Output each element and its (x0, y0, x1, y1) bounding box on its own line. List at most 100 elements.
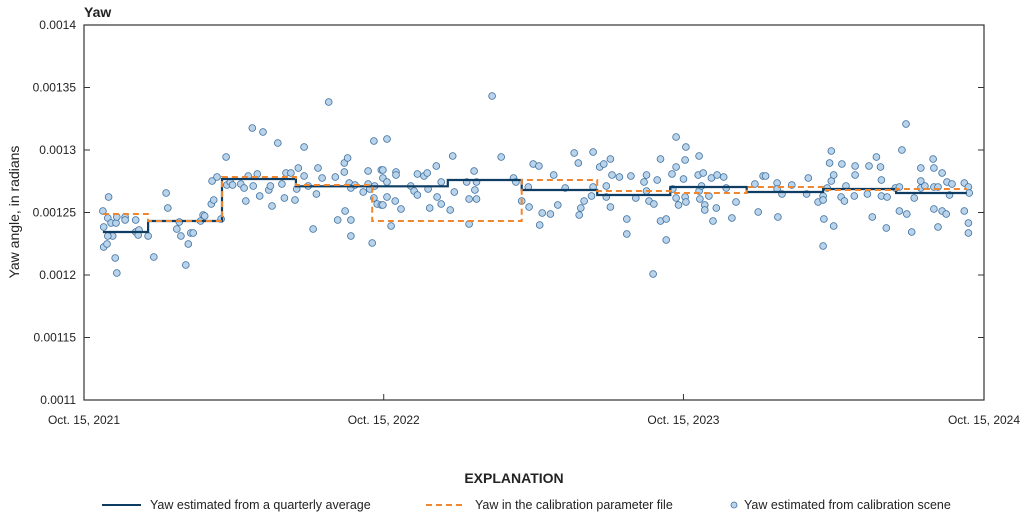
scene-point (622, 230, 631, 238)
scene-point (820, 215, 828, 223)
scene-point (300, 172, 308, 180)
scene-point (294, 164, 303, 172)
scene-point (184, 240, 193, 248)
scene-point (383, 193, 391, 201)
y-tick-label: 0.00135 (33, 81, 77, 95)
scene-point (574, 159, 583, 167)
scene-point (343, 154, 352, 162)
scene-point (938, 169, 946, 177)
step-lines (102, 176, 967, 234)
scene-point (668, 170, 676, 178)
scene-point (587, 192, 596, 200)
scene-point (437, 178, 446, 186)
scene-point (314, 164, 322, 172)
scene-point (898, 146, 906, 154)
scene-point (902, 210, 911, 218)
scene-point (242, 197, 250, 205)
y-tick-label: 0.0011 (40, 393, 76, 407)
scene-point (497, 153, 506, 161)
scene-point (681, 156, 689, 164)
x-tick-label: Oct. 15, 2023 (647, 413, 719, 427)
scene-point (309, 225, 317, 233)
scene-point (259, 128, 267, 136)
scene-point (228, 181, 237, 189)
scene-point (851, 171, 859, 179)
scene-point (189, 229, 198, 237)
scene-point (425, 204, 434, 212)
scene-point (397, 205, 405, 213)
scene-point (177, 232, 185, 240)
scene-point (413, 170, 422, 178)
scene-point (347, 232, 355, 240)
scene-point (882, 224, 891, 232)
scene-point (433, 193, 441, 201)
scene-point (877, 176, 886, 184)
scene-point (549, 171, 558, 179)
scene-point (104, 232, 112, 240)
scene-point (672, 163, 680, 171)
scene-point (255, 192, 264, 200)
scene-point (383, 135, 391, 143)
scene-point (696, 195, 704, 203)
scene-point (804, 174, 813, 182)
scene-point (754, 208, 762, 216)
scene-point (840, 197, 849, 205)
scene-point (113, 269, 121, 277)
scene-point (287, 169, 295, 177)
y-tick-label: 0.00115 (34, 331, 77, 345)
scene-point (150, 253, 158, 261)
scene-point (450, 188, 459, 196)
legend-title: EXPLANATION (464, 470, 563, 486)
scene-point (164, 204, 172, 212)
scene-point (713, 171, 721, 179)
scene-point (333, 216, 342, 224)
scene-point (291, 196, 299, 204)
scene-point (121, 216, 129, 224)
scene-point (240, 184, 248, 192)
scene-point (851, 162, 859, 170)
axes: 0.0011 0.00115 0.0012 0.00125 0.0013 0.00135 0… (33, 18, 1021, 427)
x-tick-label: Oct. 15, 2022 (348, 413, 420, 427)
scene-point (535, 221, 544, 229)
scene-point (695, 152, 703, 160)
scene-point (470, 167, 478, 175)
y-tick-label: 0.0013 (39, 143, 76, 157)
scene-point (580, 197, 588, 205)
scene-point (546, 210, 555, 218)
scene-point (934, 223, 942, 231)
scene-point (182, 261, 190, 269)
x-tick-label: Oct. 15, 2024 (948, 413, 1020, 427)
scene-point (883, 193, 891, 201)
scene-point (829, 222, 838, 230)
scene-point (488, 92, 496, 100)
scene-point (570, 149, 578, 157)
scene-point (525, 203, 533, 211)
scene-point (761, 172, 770, 180)
scene-point (709, 217, 717, 225)
scene-point (300, 143, 308, 151)
scene-point (656, 155, 665, 163)
scene-point (213, 173, 221, 181)
scene-point (679, 175, 688, 183)
scene-point (249, 182, 258, 190)
scene-point (437, 200, 446, 208)
scene-point (907, 228, 916, 236)
scene-point (965, 189, 973, 197)
scene-point (602, 182, 611, 190)
scene-point (103, 240, 111, 248)
scene-point (672, 194, 680, 202)
scene-point (751, 180, 759, 188)
scene-point (347, 216, 355, 224)
scene-point (642, 171, 651, 179)
y-tick-label: 0.00125 (33, 206, 77, 220)
scene-point (387, 222, 395, 230)
scene-point (902, 120, 910, 128)
scene-point (465, 195, 473, 203)
scene-point (340, 168, 349, 176)
scene-point (872, 153, 881, 161)
scene-point (392, 171, 400, 179)
y-tick-label: 0.0014 (39, 18, 76, 32)
scene-point (432, 162, 441, 170)
scene-point (553, 201, 562, 209)
